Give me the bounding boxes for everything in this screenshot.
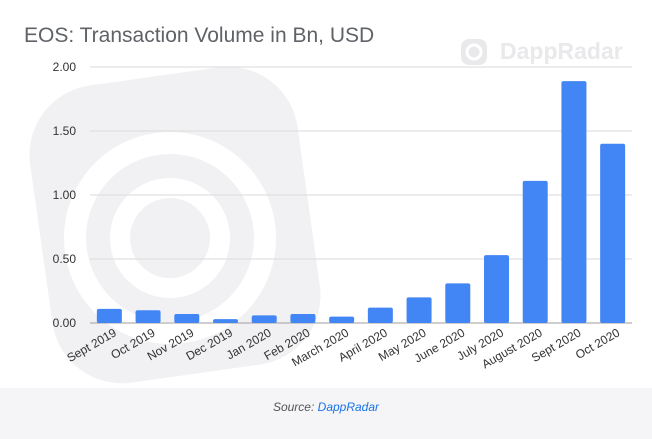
bars [96,81,626,323]
y-tick-label: 0.50 [53,252,77,266]
y-tick-label: 2.00 [53,60,77,74]
bar [445,283,471,323]
x-tick-label: Oct 2020 [573,325,622,362]
bar [251,315,277,323]
bar [174,314,200,323]
bar [213,319,238,323]
bar [406,297,432,323]
bar [600,143,626,323]
footer [0,388,652,439]
bar [290,314,316,323]
source-caption: Source: DappRadar [0,400,652,414]
chart-title: EOS: Transaction Volume in Bn, USD [24,24,375,47]
chart-card: EOS: Transaction Volume in Bn, USD 0.00 0… [24,24,632,384]
y-axis: 0.00 0.50 1.00 1.50 2.00 [53,60,77,330]
bar [522,180,548,323]
bar [329,316,355,323]
source-prefix: Source: [272,400,315,414]
watermark-text: DappRadar [500,38,623,64]
bar [96,308,122,323]
bar [135,310,161,323]
dappradar-watermark-logo [29,39,487,384]
y-tick-label: 0.00 [53,316,77,330]
bar [367,307,393,323]
bar [561,81,587,323]
y-tick-label: 1.50 [53,124,77,138]
source-link[interactable]: DappRadar [317,400,380,414]
y-tick-label: 1.00 [53,188,77,202]
bar [484,255,509,323]
